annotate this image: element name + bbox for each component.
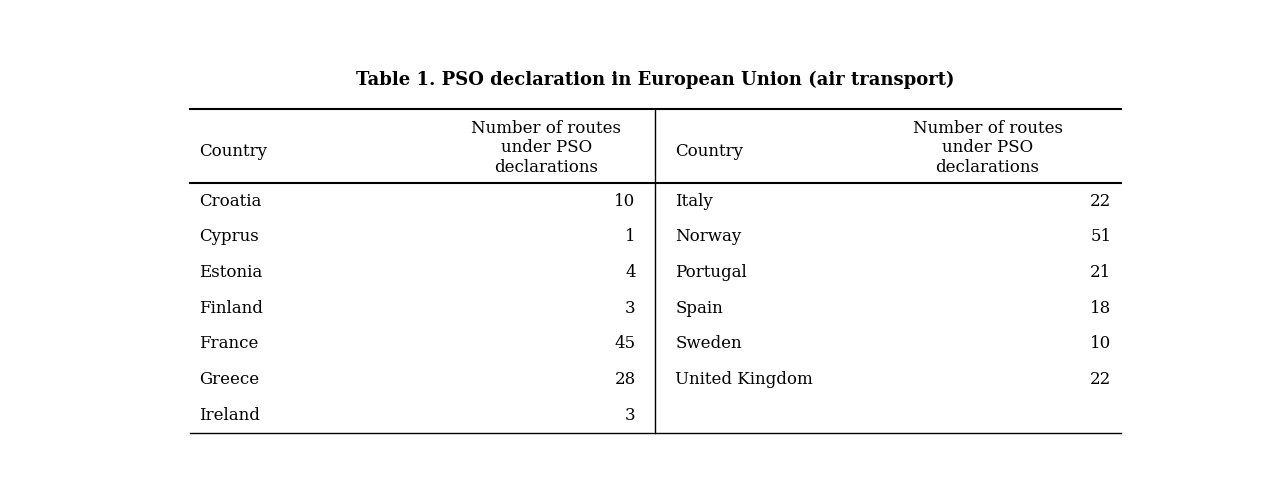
Text: Finland: Finland	[200, 299, 263, 317]
Text: 10: 10	[1090, 335, 1111, 352]
Text: 1: 1	[625, 228, 636, 245]
Text: Norway: Norway	[675, 228, 742, 245]
Text: Country: Country	[675, 143, 743, 160]
Text: 10: 10	[614, 193, 636, 209]
Text: 22: 22	[1090, 371, 1111, 388]
Text: 22: 22	[1090, 193, 1111, 209]
Text: France: France	[200, 335, 258, 352]
Text: 21: 21	[1090, 264, 1111, 281]
Text: 18: 18	[1090, 299, 1111, 317]
Text: Greece: Greece	[200, 371, 260, 388]
Text: Cyprus: Cyprus	[200, 228, 260, 245]
Text: United Kingdom: United Kingdom	[675, 371, 813, 388]
Text: Number of routes
under PSO
declarations: Number of routes under PSO declarations	[912, 120, 1063, 176]
Text: 45: 45	[614, 335, 636, 352]
Text: 4: 4	[625, 264, 636, 281]
Text: Sweden: Sweden	[675, 335, 742, 352]
Text: Croatia: Croatia	[200, 193, 262, 209]
Text: Spain: Spain	[675, 299, 723, 317]
Text: 3: 3	[625, 406, 636, 424]
Text: Ireland: Ireland	[200, 406, 261, 424]
Text: Number of routes
under PSO
declarations: Number of routes under PSO declarations	[472, 120, 622, 176]
Text: Country: Country	[200, 143, 267, 160]
Text: Table 1. PSO declaration in European Union (air transport): Table 1. PSO declaration in European Uni…	[357, 71, 954, 89]
Text: Estonia: Estonia	[200, 264, 262, 281]
Text: Portugal: Portugal	[675, 264, 747, 281]
Text: 51: 51	[1090, 228, 1111, 245]
Text: 3: 3	[625, 299, 636, 317]
Text: 28: 28	[614, 371, 636, 388]
Text: Italy: Italy	[675, 193, 714, 209]
